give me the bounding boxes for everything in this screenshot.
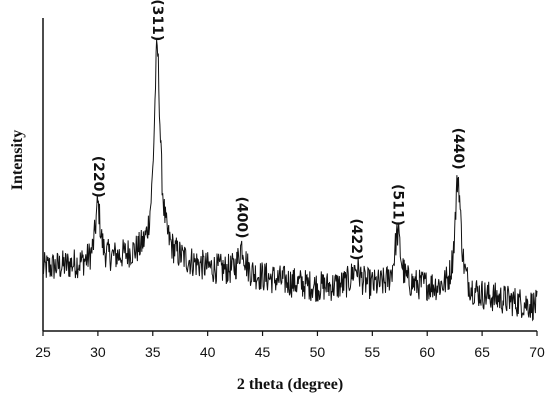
- diffraction-pattern-line: [42, 39, 538, 322]
- peak-labels: (220) (311) (400) (422) (511) (440): [90, 0, 466, 260]
- x-tick-label: 30: [90, 344, 106, 360]
- x-axis-title: 2 theta (degree): [237, 376, 343, 393]
- y-axis-title: Intensity: [9, 130, 26, 190]
- x-axis-ticks: 25 30 35 40 45 50 55 60 65 70: [35, 331, 545, 360]
- x-tick-label: 40: [200, 344, 216, 360]
- x-tick-label: 60: [419, 344, 435, 360]
- x-tick-label: 50: [310, 344, 326, 360]
- peak-label: (422): [348, 218, 364, 260]
- x-tick-label: 65: [474, 344, 490, 360]
- x-tick-label: 45: [255, 344, 271, 360]
- x-tick-label: 70: [529, 344, 545, 360]
- peak-label: (311): [149, 0, 165, 41]
- peak-label: (511): [390, 184, 406, 226]
- peak-label: (440): [450, 128, 466, 170]
- peak-label: (220): [90, 156, 106, 198]
- x-tick-label: 55: [365, 344, 381, 360]
- peak-label: (400): [234, 196, 250, 238]
- x-tick-label: 35: [145, 344, 161, 360]
- x-tick-label: 25: [35, 344, 51, 360]
